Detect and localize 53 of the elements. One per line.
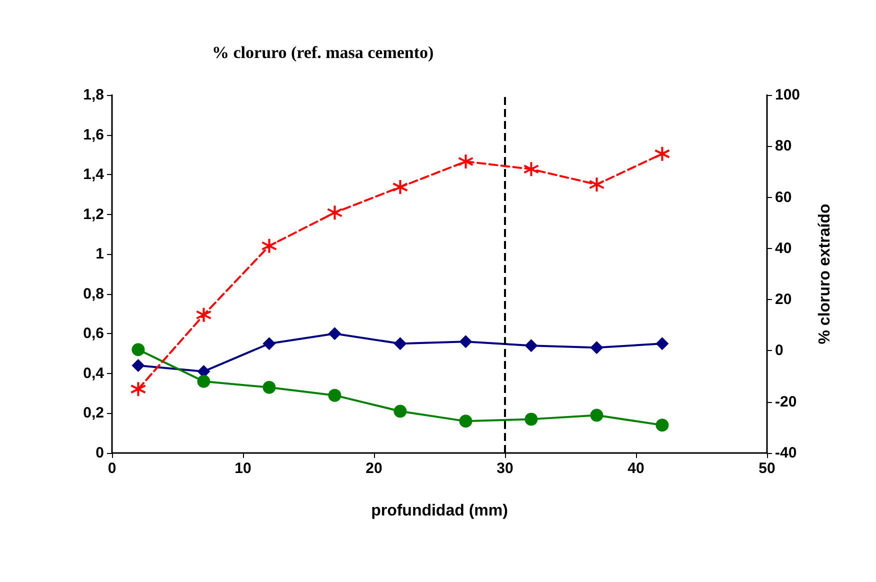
y-tick-label: 1,8 [83, 86, 104, 104]
x-tick-label: 30 [496, 460, 514, 477]
point [394, 404, 407, 418]
point [590, 408, 604, 422]
x-tick-label: 50 [758, 460, 776, 477]
y2-tick-label: 40 [775, 240, 792, 257]
point [394, 337, 407, 350]
point [523, 161, 540, 178]
y2-tick-label: 20 [775, 291, 792, 308]
point [328, 388, 342, 402]
point [656, 337, 669, 350]
y-tick-label: 0 [96, 444, 104, 462]
point [326, 204, 343, 221]
x-tick-label: 40 [628, 460, 644, 477]
y2-tick-label: 0 [775, 342, 784, 360]
point [654, 146, 670, 162]
y-tick-label: 0,4 [83, 364, 105, 382]
y2-tick-label: 80 [775, 138, 792, 155]
point [656, 418, 669, 432]
point [524, 412, 538, 426]
y2-tick-label: 100 [775, 86, 800, 104]
point [459, 414, 472, 428]
point [262, 380, 276, 394]
point [392, 179, 408, 196]
point [458, 153, 474, 170]
y2-axis-title: % cloruro extraído [816, 204, 834, 344]
y-tick-label: 1,6 [83, 126, 104, 144]
y-tick-label: 1,4 [83, 166, 105, 184]
y2-tick-label: -40 [775, 444, 797, 462]
point [590, 341, 604, 354]
point [262, 337, 276, 350]
y-tick-label: 1,2 [83, 206, 104, 223]
point [459, 335, 472, 348]
x-tick-label: 20 [366, 460, 382, 477]
point [588, 176, 605, 192]
y-tick-label: 0,8 [83, 285, 104, 302]
y-tick-label: 0,2 [83, 404, 104, 422]
point [261, 238, 278, 254]
y-axis-title: % cloruro (ref. masa cemento) [212, 43, 434, 62]
x-axis-title: profundidad (mm) [371, 502, 508, 520]
point [130, 381, 146, 398]
x-tick-label: 10 [234, 460, 252, 477]
y2-tick-label: 60 [775, 188, 792, 206]
y-tick-label: 0,6 [83, 325, 104, 342]
point [196, 306, 212, 323]
point [328, 327, 342, 340]
point [132, 358, 145, 372]
y-tick-label: 1 [96, 246, 104, 263]
y2-tick-label: -20 [775, 393, 797, 410]
point [524, 339, 538, 352]
point [132, 343, 145, 356]
x-tick-label: 0 [108, 460, 116, 477]
point [197, 374, 210, 388]
